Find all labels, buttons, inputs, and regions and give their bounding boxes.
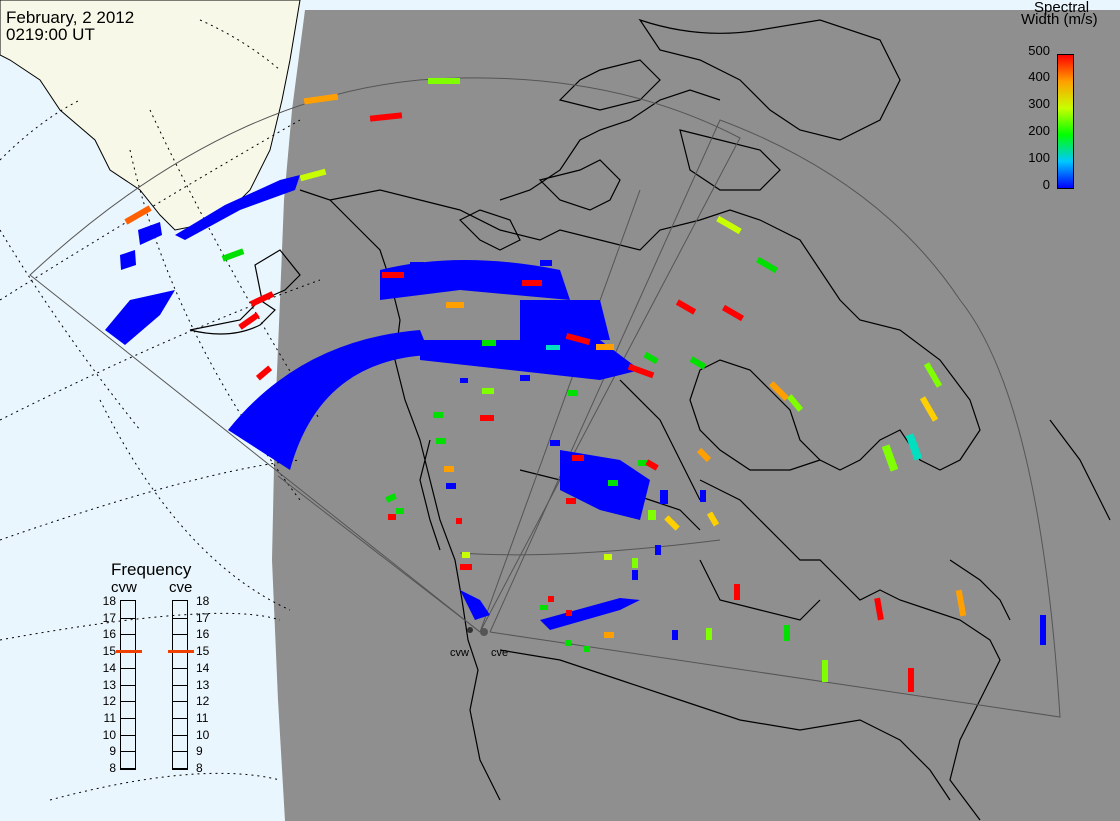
time-label: 0219:00 UT — [6, 25, 95, 44]
frequency-tick-cvw: 15 — [102, 644, 116, 659]
spectral-width-colorbar — [1057, 54, 1074, 189]
frequency-tick-cvw: 14 — [102, 660, 116, 675]
colorbar-tick: 100 — [1028, 150, 1050, 165]
frequency-cell — [121, 717, 135, 719]
frequency-label-cvw: cvw — [111, 579, 137, 596]
frequency-tick-cve: 12 — [196, 694, 210, 709]
frequency-tick-cve: 15 — [196, 644, 210, 659]
frequency-title: Frequency — [111, 560, 192, 579]
frequency-cell — [121, 634, 135, 636]
frequency-cell — [173, 684, 187, 686]
radar-label-cvw: cvw — [450, 647, 469, 659]
frequency-tick-cve: 8 — [196, 761, 203, 775]
coastlines — [189, 18, 1111, 821]
date-label: February, 2 2012 — [6, 8, 135, 27]
frequency-cell — [121, 667, 135, 669]
frequency-cell — [121, 684, 135, 686]
frequency-cell — [173, 667, 187, 669]
frequency-column-cve — [172, 600, 188, 770]
frequency-cell — [121, 701, 135, 703]
colorbar-tick: 0 — [1042, 177, 1050, 192]
frequency-tick-cve: 18 — [196, 594, 210, 608]
frequency-tick-cve: 9 — [196, 744, 203, 759]
frequency-cell — [121, 734, 135, 736]
frequency-cell — [173, 768, 187, 769]
frequency-tick-cve: 13 — [196, 677, 210, 692]
frequency-tick-cvw: 11 — [103, 710, 116, 725]
frequency-cell — [173, 734, 187, 736]
frequency-cell — [121, 751, 135, 753]
frequency-cell — [173, 701, 187, 703]
radar-sites — [467, 627, 488, 636]
colorbar-tick: 500 — [1028, 43, 1050, 58]
frequency-marker-cve — [168, 650, 194, 654]
frequency-tick-cve: 11 — [196, 710, 209, 725]
frequency-tick-cvw: 10 — [102, 727, 116, 742]
night-region — [272, 10, 1120, 821]
lat-lon-grid — [0, 19, 321, 801]
radar-echoes-high-width — [124, 78, 967, 692]
frequency-marker-cvw — [116, 650, 142, 654]
frequency-cell — [121, 768, 135, 769]
frequency-cell — [173, 717, 187, 719]
colorbar-title-line2: Width (m/s) — [1021, 11, 1098, 28]
frequency-column-cvw — [120, 600, 136, 770]
frequency-tick-cve: 17 — [196, 610, 210, 625]
colorbar-title-line1: Spectral — [1034, 0, 1090, 16]
frequency-tick-cve: 10 — [196, 727, 210, 742]
frequency-tick-cvw: 17 — [102, 610, 116, 625]
frequency-cell — [121, 617, 135, 619]
radar-echoes-low-width — [105, 175, 1046, 645]
frequency-tick-cvw: 13 — [102, 677, 116, 692]
frequency-cell — [173, 634, 187, 636]
frequency-tick-cve: 16 — [196, 627, 210, 642]
frequency-label-cve: cve — [169, 579, 193, 596]
frequency-tick-cvw: 8 — [109, 761, 116, 775]
frequency-tick-cvw: 16 — [102, 627, 116, 642]
frequency-tick-cve: 14 — [196, 660, 210, 675]
radar-label-cve: cve — [491, 647, 509, 659]
frequency-cell — [173, 617, 187, 619]
colorbar-tick: 200 — [1028, 123, 1050, 138]
frequency-tick-cvw: 12 — [102, 694, 116, 709]
daylit-land — [0, 0, 301, 231]
frequency-tick-cvw: 18 — [102, 594, 116, 608]
colorbar-tick: 400 — [1028, 69, 1050, 84]
frequency-tick-cvw: 9 — [109, 744, 116, 759]
frequency-cell — [173, 751, 187, 753]
colorbar-tick: 300 — [1028, 96, 1050, 111]
